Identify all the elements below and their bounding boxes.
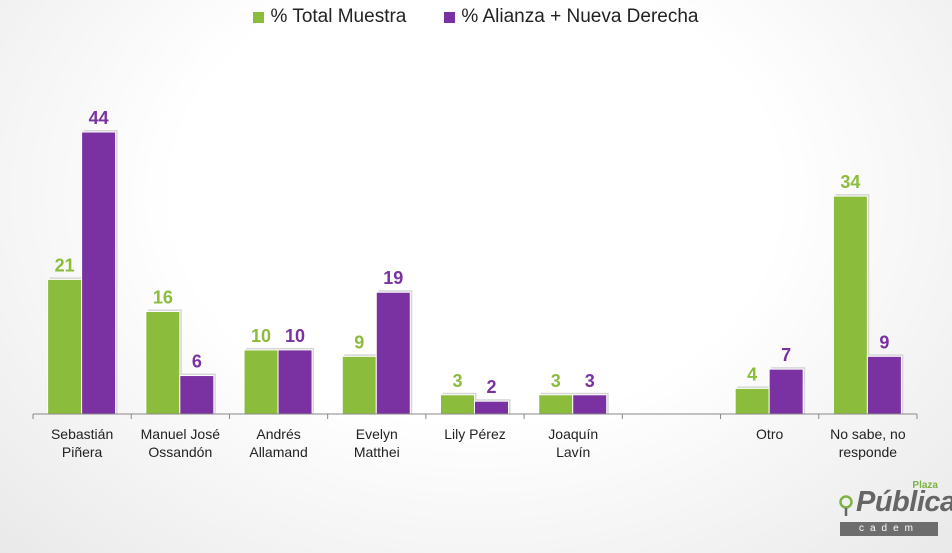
bar-alianza-5: [572, 394, 608, 415]
bar-total-muestra-1: [145, 310, 181, 415]
value-label-alianza-8: 9: [879, 332, 889, 352]
value-label-alianza-5: 3: [585, 371, 595, 391]
logo-pin-icon: [839, 495, 853, 516]
value-label-total-muestra-0: 21: [55, 255, 75, 275]
category-label-7-0: Otro: [756, 426, 783, 442]
legend-label-alianza: % Alianza + Nueva Derecha: [461, 6, 699, 27]
category-label-1-1: Ossandón: [148, 444, 212, 460]
category-label-5-1: Lavín: [556, 444, 590, 460]
category-label-0-1: Piñera: [62, 444, 103, 460]
value-label-alianza-2: 10: [285, 326, 305, 346]
value-label-total-muestra-5: 3: [551, 371, 561, 391]
category-label-2-0: Andrés: [256, 426, 300, 442]
bar-total-muestra-0: [47, 278, 83, 415]
category-label-0-0: Sebastián: [51, 426, 113, 442]
logo-bar: cadem: [840, 522, 938, 536]
value-label-alianza-1: 6: [192, 352, 202, 372]
category-label-8-1: responde: [839, 444, 898, 460]
bar-total-muestra-7: [734, 387, 770, 415]
value-label-alianza-7: 7: [781, 345, 791, 365]
category-label-1-0: Manuel José: [141, 426, 221, 442]
legend-label-total-muestra: % Total Muestra: [270, 6, 407, 27]
value-label-alianza-4: 2: [486, 377, 496, 397]
category-label-2-1: Allamand: [249, 444, 307, 460]
bar-alianza-8: [866, 355, 902, 415]
value-label-total-muestra-7: 4: [747, 364, 757, 384]
logo-small-text: Plaza: [912, 480, 938, 491]
category-label-3-0: Evelyn: [356, 426, 398, 442]
bar-alianza-0: [81, 131, 117, 415]
bar-total-muestra-4: [440, 394, 475, 415]
category-label-5-0: Joaquín: [548, 426, 598, 442]
x-axis: [32, 413, 918, 419]
bar-total-muestra-5: [538, 394, 574, 415]
legend-swatch-green: [253, 11, 265, 23]
bar-total-muestra-8: [832, 195, 868, 415]
bars-layer: [47, 130, 904, 415]
category-labels-layer: Sebastián Piñera Manuel José Ossandón Andrés…: [51, 426, 906, 460]
bar-alianza-1: [179, 375, 215, 415]
bar-total-muestra-3: [341, 355, 377, 415]
value-label-total-muestra-3: 9: [354, 332, 364, 352]
value-label-total-muestra-1: 16: [153, 287, 173, 307]
category-label-8-0: No sabe, no: [830, 426, 906, 442]
value-label-alianza-0: 44: [89, 108, 109, 128]
value-label-total-muestra-8: 34: [840, 172, 860, 192]
bar-alianza-3: [375, 291, 411, 415]
bar-alianza-7: [768, 368, 804, 415]
bar-alianza-2: [277, 349, 313, 415]
category-label-3-1: Matthei: [354, 444, 400, 460]
plaza-publica-cadem-logo: Plaza Pública cadem: [838, 480, 952, 540]
legend-item-alianza: % Alianza + Nueva Derecha: [444, 6, 699, 28]
legend-swatch-purple: [444, 11, 456, 23]
bar-total-muestra-2: [243, 349, 279, 415]
bar-alianza-4: [474, 400, 509, 415]
value-label-total-muestra-2: 10: [251, 326, 271, 346]
value-label-alianza-3: 19: [383, 268, 403, 288]
legend: % Total Muestra % Alianza + Nueva Derech…: [0, 6, 952, 28]
legend-item-total-muestra: % Total Muestra: [253, 6, 406, 28]
category-label-4-0: Lily Pérez: [444, 426, 505, 442]
value-label-total-muestra-4: 3: [452, 371, 462, 391]
logo-word: Pública: [856, 486, 952, 518]
